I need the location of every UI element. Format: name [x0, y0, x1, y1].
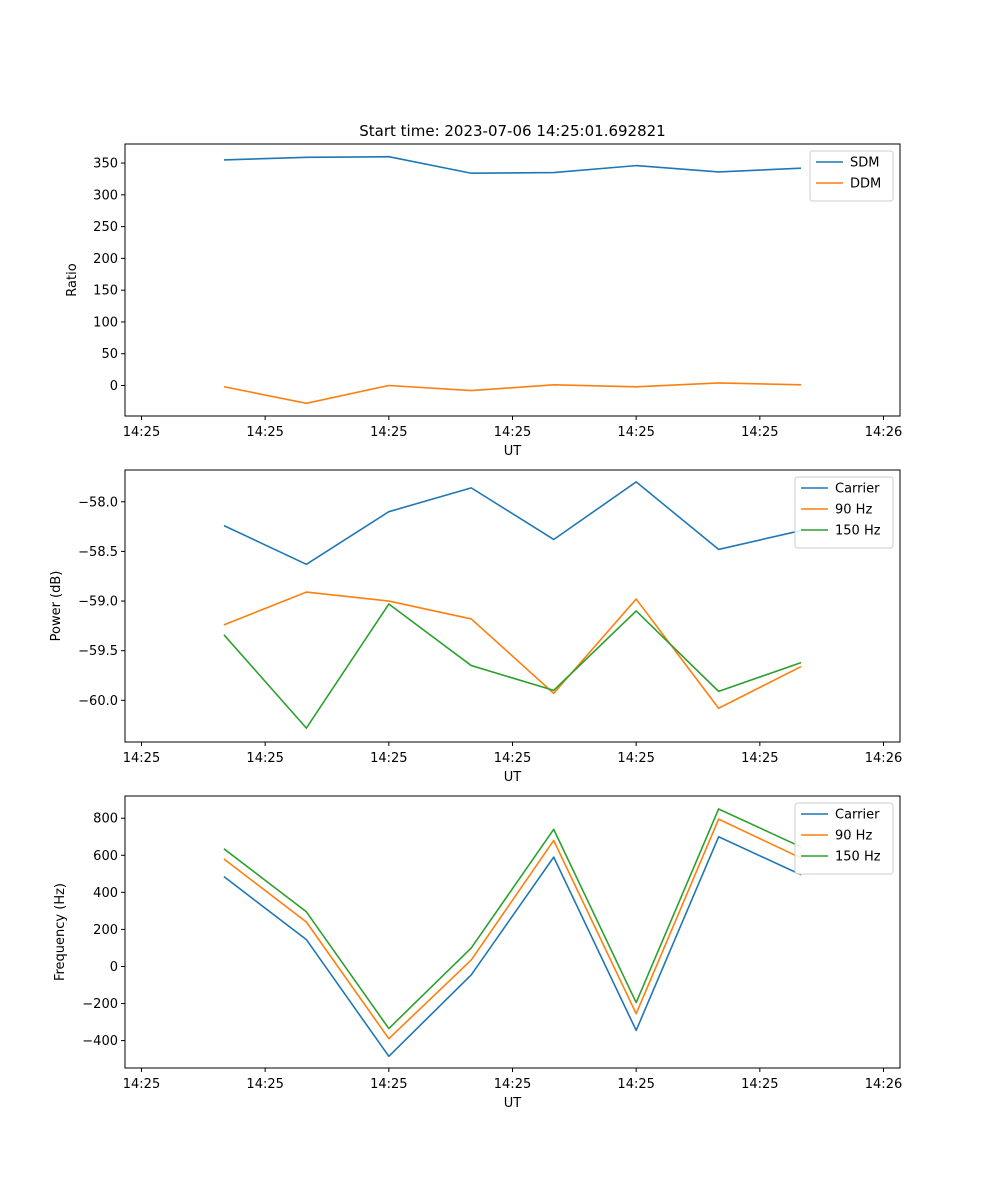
x-tick-label: 14:25: [246, 1077, 283, 1092]
y-axis-label: Ratio: [65, 263, 80, 296]
x-tick-label: 14:25: [246, 425, 283, 440]
axes-3: 14:25 14:25 14:25 14:25 14:25 14:25 14:26 −400 −…: [53, 795, 902, 1111]
y-tick-label: 250: [93, 220, 118, 235]
axes-1: 14:25 14:25 14:25 14:25 14:25 14:25 14:26 0 50 10…: [65, 143, 902, 459]
axes-frame: [124, 143, 901, 417]
x-tick-label: 14:25: [617, 425, 654, 440]
x-axis-label: UT: [504, 1096, 522, 1111]
x-tick-label: 14:25: [370, 425, 407, 440]
y-tick-label: 600: [93, 849, 118, 864]
x-tick-label: 14:25: [741, 1077, 778, 1092]
legend-entry-label: 90 Hz: [835, 829, 872, 844]
y-tick-label: 300: [93, 188, 118, 203]
y-axis-label: Frequency (Hz): [53, 883, 68, 981]
axes-frame: [124, 469, 901, 743]
legend: SDM DDM: [809, 150, 894, 202]
legend-entry-label: Carrier: [835, 808, 880, 823]
x-tick-label: 14:26: [865, 425, 902, 440]
x-tick-label: 14:25: [741, 425, 778, 440]
series-line-sdm: [223, 155, 802, 175]
x-tick-label: 14:25: [123, 1077, 160, 1092]
x-tick-label: 14:25: [494, 425, 531, 440]
y-tick-label: 50: [101, 347, 118, 362]
y-tick-label: −60.0: [78, 694, 118, 709]
x-tick-label: 14:25: [494, 751, 531, 766]
legend-entry-label: 150 Hz: [835, 850, 881, 865]
x-tick-label: 14:25: [370, 1077, 407, 1092]
series-line-150-hz: [223, 603, 802, 729]
legend-entry-label: Carrier: [835, 482, 880, 497]
x-tick-label: 14:25: [617, 1077, 654, 1092]
y-tick-label: −58.5: [78, 545, 118, 560]
y-tick-label: 800: [93, 812, 118, 827]
series-line-carrier: [223, 835, 802, 1058]
y-tick-label: −59.5: [78, 644, 118, 659]
y-tick-label: 150: [93, 284, 118, 299]
y-tick-label: −200: [82, 997, 118, 1012]
y-tick-label: 0: [110, 960, 118, 975]
x-tick-label: 14:25: [617, 751, 654, 766]
series-line-150-hz: [223, 808, 802, 1030]
series-line-carrier: [223, 481, 802, 566]
y-tick-label: 350: [93, 157, 118, 172]
x-tick-label: 14:26: [865, 751, 902, 766]
legend-entry-label: 90 Hz: [835, 503, 872, 518]
axes-frame: [124, 795, 901, 1069]
x-tick-label: 14:26: [865, 1077, 902, 1092]
legend-box: [809, 150, 894, 202]
y-tick-label: −59.0: [78, 595, 118, 610]
y-tick-label: 0: [110, 379, 118, 394]
x-axis-label: UT: [504, 444, 522, 459]
x-axis-label: UT: [504, 770, 522, 785]
legend-entry-label: SDM: [850, 156, 879, 171]
y-axis-label: Power (dB): [49, 571, 64, 642]
series-line-90-hz: [223, 591, 802, 710]
x-tick-label: 14:25: [741, 751, 778, 766]
figure-title: Start time: 2023-07-06 14:25:01.692821: [359, 122, 665, 140]
legend: Carrier 90 Hz 150 Hz: [794, 476, 894, 549]
legend-entry-label: DDM: [850, 177, 881, 192]
axes-root: 14:25 14:25 14:25 14:25 14:25 14:25 14:26 0 50 10…: [49, 143, 902, 1111]
series-line-90-hz: [223, 818, 802, 1040]
y-tick-label: −58.0: [78, 495, 118, 510]
x-tick-label: 14:25: [123, 425, 160, 440]
x-tick-label: 14:25: [123, 751, 160, 766]
x-tick-label: 14:25: [246, 751, 283, 766]
series-line-ddm: [223, 382, 802, 405]
y-tick-label: 400: [93, 886, 118, 901]
x-tick-label: 14:25: [494, 1077, 531, 1092]
y-tick-label: −400: [82, 1034, 118, 1049]
y-tick-label: 200: [93, 923, 118, 938]
x-tick-label: 14:25: [370, 751, 407, 766]
legend: Carrier 90 Hz 150 Hz: [794, 802, 894, 875]
y-tick-label: 100: [93, 315, 118, 330]
y-tick-label: 200: [93, 252, 118, 267]
axes-2: 14:25 14:25 14:25 14:25 14:25 14:25 14:26 −58.0…: [49, 469, 902, 785]
legend-entry-label: 150 Hz: [835, 524, 881, 539]
